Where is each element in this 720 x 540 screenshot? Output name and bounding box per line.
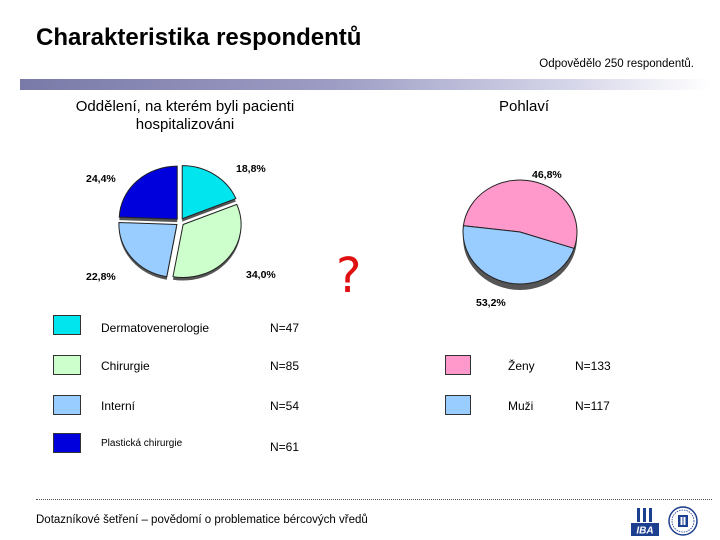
gender-chart-title: Pohlaví — [498, 98, 550, 115]
university-seal-icon — [668, 506, 698, 536]
legend-n-zeny: N=133 — [575, 359, 611, 373]
legend-n-dermatovenerologie: N=47 — [270, 321, 300, 335]
respondents-note: Odpovědělo 250 respondentů. — [539, 58, 694, 70]
department-pie-chart: 18,8% 34,0% 22,8% 24,4% — [86, 163, 276, 283]
footer-text: Dotazníkové šetření – povědomí o problem… — [36, 514, 368, 526]
pie-slice-muzi — [462, 225, 575, 285]
pie-label-muzi: 46,8% — [532, 169, 562, 181]
legend-swatch-dermatovenerologie — [53, 315, 81, 335]
header-gradient-band — [20, 79, 710, 90]
pie-label-zeny: 53,2% — [476, 297, 506, 309]
pie-label-interni: 22,8% — [86, 271, 116, 283]
legend-label-chirurgie: Chirurgie — [101, 359, 150, 373]
legend-label-zeny: Ženy — [508, 359, 535, 373]
page-title: Charakteristika respondentů — [36, 24, 362, 51]
legend-swatch-plasticka-chirurgie — [53, 433, 81, 453]
iba-logo: IBA — [631, 508, 659, 537]
pie-slice-interni — [118, 221, 178, 278]
department-chart-title: Oddělení, na kterém byli pacienti hospit… — [75, 98, 295, 133]
pie-slice-dermatovenerologie — [181, 165, 237, 220]
legend-label-interni: Interní — [101, 399, 136, 413]
legend-n-muzi: N=117 — [575, 399, 610, 413]
legend-swatch-zeny — [445, 355, 471, 375]
legend-n-plasticka-chirurgie: N=61 — [270, 440, 300, 454]
pie-label-plasticka-chirurgie: 24,4% — [86, 173, 116, 185]
legend-swatch-muzi — [445, 395, 471, 415]
pie-slice-zeny — [462, 179, 578, 250]
legend-label-muzi: Muži — [508, 399, 534, 413]
legend-label-plasticka-chirurgie: Plastická chirurgie — [101, 438, 183, 449]
legend-n-interni: N=54 — [270, 399, 300, 413]
gender-pie-chart: 53,2% 46,8% — [462, 169, 578, 309]
legend-swatch-interni — [53, 395, 81, 415]
legend-swatch-chirurgie — [53, 355, 81, 375]
footer-divider — [36, 499, 712, 500]
pie-label-chirurgie: 34,0% — [246, 269, 276, 281]
legend-label-dermatovenerologie: Dermatovenerologie — [101, 321, 210, 335]
question-mark: ? — [336, 248, 362, 304]
pie-label-dermatovenerologie: 18,8% — [236, 163, 266, 175]
pie-slice-plasticka-chirurgie — [118, 165, 178, 220]
iba-logo-text: IBA — [636, 526, 653, 537]
pie-slice-chirurgie — [172, 203, 242, 278]
legend-n-chirurgie: N=85 — [270, 359, 300, 373]
